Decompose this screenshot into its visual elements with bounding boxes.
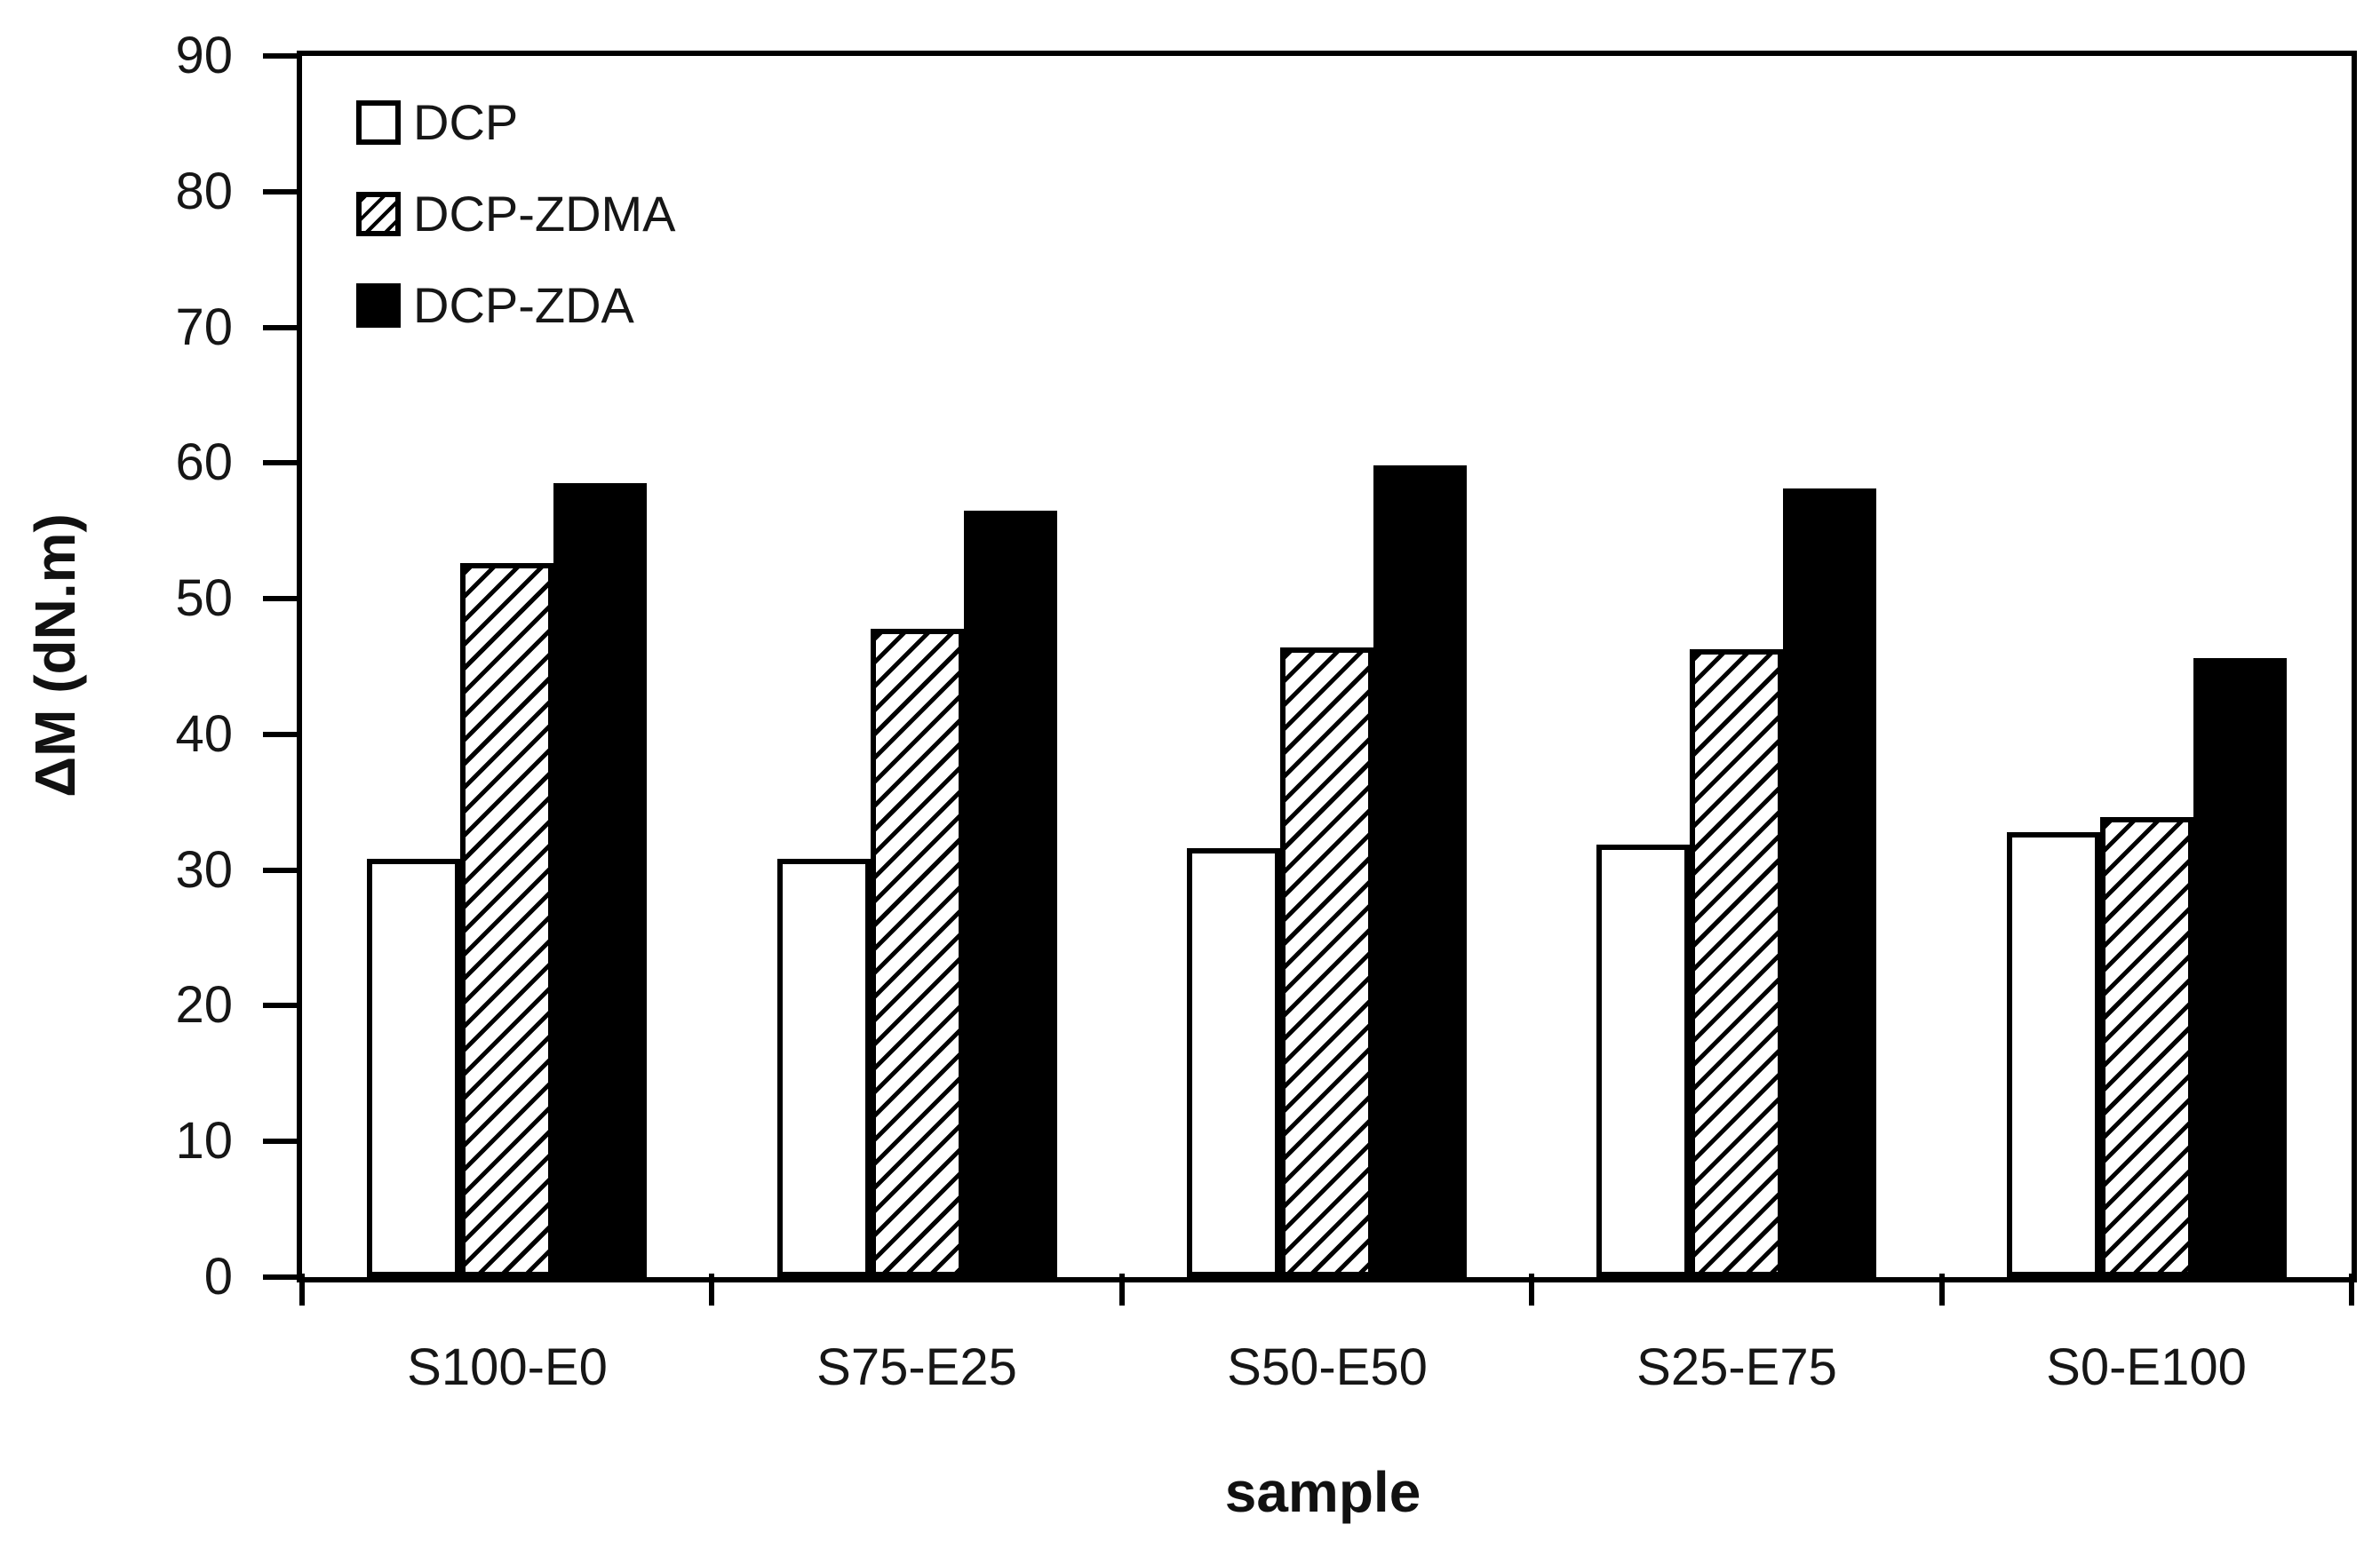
y-tick-label: 90 xyxy=(175,27,233,84)
bar-dcp-zdma-s50-e50 xyxy=(1280,647,1373,1277)
y-tick-mark xyxy=(263,1003,302,1008)
y-tick-label: 10 xyxy=(175,1112,233,1170)
bar-dcp-s25-e75 xyxy=(1596,845,1690,1277)
y-tick-mark xyxy=(263,189,302,194)
bar-dcp-zda-s0-e100 xyxy=(2193,658,2287,1277)
plot-area: DCP DCP-ZDMA DCP-ZDA xyxy=(297,51,2357,1282)
y-tick-label: 60 xyxy=(175,433,233,491)
bar-dcp-zda-s25-e75 xyxy=(1783,488,1876,1277)
x-tick-mark xyxy=(1529,1274,1534,1306)
y-tick-mark xyxy=(263,53,302,59)
legend-swatch-black-icon xyxy=(356,283,401,328)
legend-swatch-hatch-icon xyxy=(356,192,401,236)
bar-dcp-zdma-s0-e100 xyxy=(2100,817,2193,1277)
legend-label-dcp: DCP xyxy=(413,94,519,150)
x-category-label: S75-E25 xyxy=(816,1338,1017,1396)
bar-dcp-s75-e25 xyxy=(777,859,871,1277)
bar-dcp-s0-e100 xyxy=(2007,832,2100,1277)
x-tick-mark xyxy=(2349,1274,2354,1306)
y-tick-mark xyxy=(263,1274,302,1280)
bar-dcp-zdma-s100-e0 xyxy=(460,563,553,1277)
y-tick-mark xyxy=(263,596,302,601)
x-category-label: S25-E75 xyxy=(1636,1338,1837,1396)
bar-dcp-zdma-s25-e75 xyxy=(1690,649,1783,1277)
y-tick-label: 30 xyxy=(175,841,233,899)
bar-dcp-zda-s100-e0 xyxy=(553,483,647,1277)
y-tick-label: 40 xyxy=(175,705,233,763)
x-axis-title: sample xyxy=(1224,1460,1421,1524)
x-category-label: S50-E50 xyxy=(1227,1338,1428,1396)
legend-label-dcp-zda: DCP-ZDA xyxy=(413,277,634,333)
legend-item-dcp-zda: DCP-ZDA xyxy=(356,280,676,331)
x-tick-mark xyxy=(1119,1274,1125,1306)
y-tick-label: 20 xyxy=(175,976,233,1034)
y-tick-mark xyxy=(263,1139,302,1144)
x-category-label: S100-E0 xyxy=(407,1338,608,1396)
y-tick-mark xyxy=(263,325,302,330)
y-tick-label: 80 xyxy=(175,163,233,220)
y-tick-label: 50 xyxy=(175,569,233,627)
x-tick-mark xyxy=(709,1274,714,1306)
x-tick-mark xyxy=(1939,1274,1945,1306)
legend: DCP DCP-ZDMA DCP-ZDA xyxy=(356,97,676,331)
y-tick-label: 70 xyxy=(175,298,233,356)
legend-item-dcp: DCP xyxy=(356,97,676,148)
bar-dcp-zda-s50-e50 xyxy=(1373,465,1467,1277)
x-category-label: S0-E100 xyxy=(2046,1338,2247,1396)
x-tick-mark xyxy=(299,1274,305,1306)
y-tick-mark xyxy=(263,868,302,873)
y-tick-mark xyxy=(263,460,302,465)
bar-dcp-s100-e0 xyxy=(367,859,460,1277)
legend-swatch-white-icon xyxy=(356,100,401,145)
bar-dcp-zdma-s75-e25 xyxy=(871,629,964,1277)
legend-label-dcp-zdma: DCP-ZDMA xyxy=(413,186,676,242)
y-tick-label: 0 xyxy=(203,1248,233,1306)
y-tick-mark xyxy=(263,732,302,737)
legend-item-dcp-zdma: DCP-ZDMA xyxy=(356,188,676,240)
bar-dcp-s50-e50 xyxy=(1187,848,1280,1277)
bar-dcp-zda-s75-e25 xyxy=(964,511,1057,1277)
